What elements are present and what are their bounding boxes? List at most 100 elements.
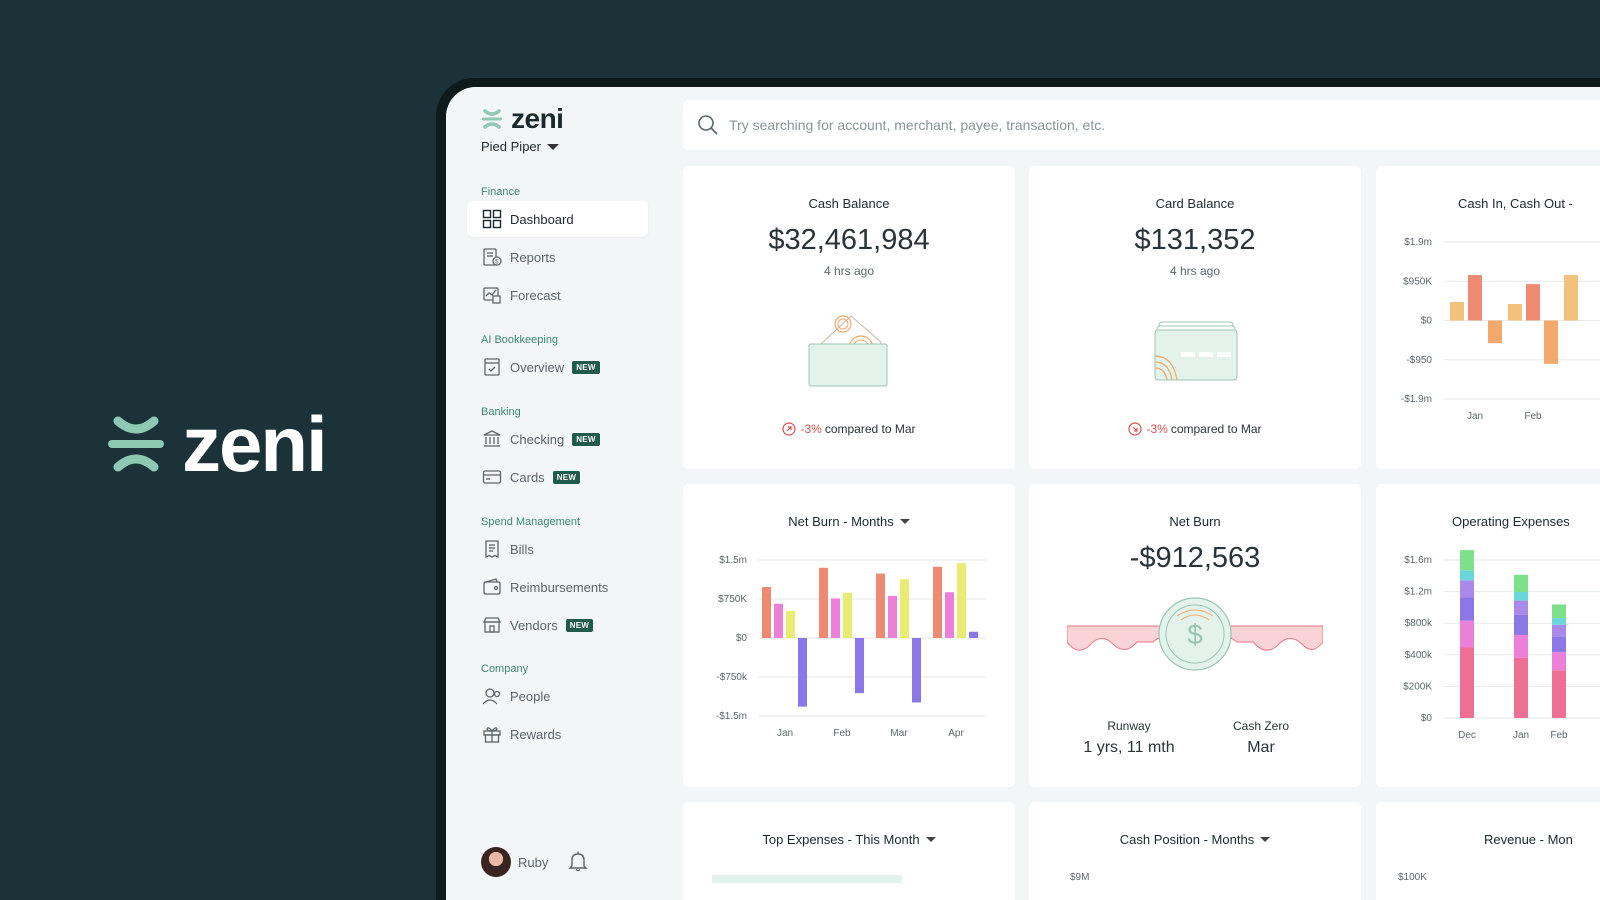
sidebar-item-vendors[interactable]: Vendors NEW xyxy=(467,607,648,643)
bar xyxy=(1508,303,1522,321)
y-tick-label: $0 xyxy=(736,633,748,644)
expense-bar xyxy=(712,875,902,883)
sidebar-item-label: People xyxy=(510,688,551,704)
sidebar-item-label: Checking xyxy=(510,431,565,447)
bar xyxy=(1564,275,1578,321)
bar-segment xyxy=(1460,597,1474,621)
sidebar-item-reports[interactable]: $ Reports xyxy=(467,239,648,275)
card-title: Revenue - Mon xyxy=(1484,832,1573,847)
top-expenses-card[interactable]: Top Expenses - This Month xyxy=(683,802,1015,900)
last-updated: 4 hrs ago xyxy=(823,264,875,278)
runway-value: 1 yrs, 11 mth xyxy=(1083,739,1175,756)
net-burn-card[interactable]: Net Burn -$912,563 $ Runway 1 yrs, 11 mt… xyxy=(1029,484,1361,787)
sidebar-item-overview[interactable]: Overview NEW xyxy=(467,349,648,385)
bar xyxy=(1544,320,1558,364)
bar-segment xyxy=(1514,634,1528,658)
card-balance-value: $131,352 xyxy=(1134,224,1256,256)
bar-segment xyxy=(1514,574,1528,592)
axis-tick: $100K xyxy=(1398,872,1427,883)
cash-balance-card[interactable]: Cash Balance $32,461,984 4 hrs ago -3% c… xyxy=(683,166,1015,469)
sidebar-item-people[interactable]: People xyxy=(467,678,648,714)
operating-expenses-card[interactable]: Operating Expenses $1.6m $1.2m $800k $400k $… xyxy=(1376,484,1600,787)
cash-in-out-chart: $1.9m $950K $0 -$950 -$1.9m Jan Feb xyxy=(1401,237,1600,422)
cash-in-out-card[interactable]: Cash In, Cash Out - $1.9m $950K $0 -$950 -$1… xyxy=(1376,166,1600,469)
global-search[interactable] xyxy=(683,100,1600,150)
axis-tick: $9M xyxy=(1070,872,1090,883)
bar-segment xyxy=(1460,620,1474,648)
net-burn-months-card[interactable]: Net Burn - Months $1.5m $750K $0 -$750k -$1.… xyxy=(683,484,1015,787)
bar xyxy=(900,579,909,638)
bell-icon[interactable] xyxy=(568,850,589,875)
user-menu[interactable]: Ruby xyxy=(481,847,589,877)
search-input[interactable] xyxy=(729,117,1529,133)
sidebar-item-bills[interactable]: Bills xyxy=(467,531,648,567)
bar xyxy=(831,598,840,638)
org-name: Pied Piper xyxy=(481,139,541,154)
sidebar-item-dashboard[interactable]: Dashboard xyxy=(467,201,648,237)
bar xyxy=(819,567,828,638)
card-title: Net Burn xyxy=(1169,514,1221,529)
chevron-down-icon xyxy=(546,143,559,150)
org-selector[interactable]: Pied Piper xyxy=(481,139,559,154)
bar xyxy=(774,603,783,638)
section-banking: Banking xyxy=(481,406,521,418)
compare-row: -3% compared to Mar xyxy=(1029,422,1361,436)
checklist-icon xyxy=(481,356,503,378)
avatar xyxy=(481,847,511,877)
svg-text:$: $ xyxy=(495,260,499,266)
net-burn-months-dropdown[interactable]: Net Burn - Months xyxy=(683,514,1015,529)
card-title: Card Balance xyxy=(1155,196,1235,211)
arrow-up-right-icon xyxy=(782,422,797,436)
bar xyxy=(855,638,864,694)
hero-brand-text: zeni xyxy=(182,400,328,488)
sidebar-item-label: Bills xyxy=(510,541,534,557)
sidebar-item-reimbursements[interactable]: Reimbursements xyxy=(467,569,648,605)
y-tick-label: $400k xyxy=(1405,650,1433,661)
compare-text: compared to Mar xyxy=(1170,422,1262,436)
bar xyxy=(912,638,921,703)
revenue-card[interactable]: Revenue - Mon $100K xyxy=(1376,802,1600,900)
sidebar-item-label: Rewards xyxy=(510,726,562,742)
top-expenses-dropdown[interactable]: Top Expenses - This Month xyxy=(683,832,1015,847)
bar xyxy=(762,587,771,638)
card-balance-card[interactable]: Card Balance $131,352 4 hrs ago -3% comp… xyxy=(1029,166,1361,469)
cash-position-card[interactable]: Cash Position - Months $9M xyxy=(1029,802,1361,900)
card-title: Operating Expenses xyxy=(1452,514,1570,529)
runway-label: Runway xyxy=(1107,719,1151,733)
cash-position-dropdown[interactable]: Cash Position - Months xyxy=(1029,832,1361,847)
y-tick-label: $200K xyxy=(1403,681,1432,692)
sidebar-item-label: Reports xyxy=(510,249,556,265)
bar-segment xyxy=(1552,624,1566,637)
x-tick-label: Apr xyxy=(948,728,964,739)
change-pct: -3% xyxy=(800,422,822,436)
x-tick-label: Jan xyxy=(1513,730,1529,741)
net-burn-value: -$912,563 xyxy=(1129,542,1261,574)
card-title: Cash Balance xyxy=(808,196,890,211)
compare-row: -3% compared to Mar xyxy=(683,422,1015,436)
chevron-down-icon xyxy=(925,837,936,842)
bar xyxy=(786,610,795,638)
sidebar-item-checking[interactable]: Checking NEW xyxy=(467,421,648,457)
sidebar-item-rewards[interactable]: Rewards xyxy=(467,716,648,752)
bar-segment xyxy=(1514,614,1528,635)
svg-text:$: $ xyxy=(1187,619,1203,650)
people-icon xyxy=(481,685,503,707)
y-tick-label: $950K xyxy=(1403,276,1432,287)
bar xyxy=(1526,284,1540,321)
bar xyxy=(945,592,954,638)
bar-segment xyxy=(1514,591,1528,601)
bar xyxy=(1450,301,1464,321)
sidebar-item-forecast[interactable]: Forecast xyxy=(467,277,648,313)
x-tick-label: Dec xyxy=(1458,730,1476,741)
section-company: Company xyxy=(481,663,529,675)
new-badge: NEW xyxy=(552,470,581,484)
app-logo[interactable]: zeni xyxy=(481,103,564,135)
y-tick-label: -$1.5m xyxy=(716,711,747,722)
bar xyxy=(969,631,978,638)
arrow-down-right-icon xyxy=(1128,422,1143,436)
sidebar-item-cards[interactable]: Cards NEW xyxy=(467,459,648,495)
y-tick-label: $1.2m xyxy=(1404,587,1432,598)
sidebar-item-label: Dashboard xyxy=(510,211,574,227)
forecast-icon xyxy=(481,284,503,306)
gift-icon xyxy=(481,723,503,745)
